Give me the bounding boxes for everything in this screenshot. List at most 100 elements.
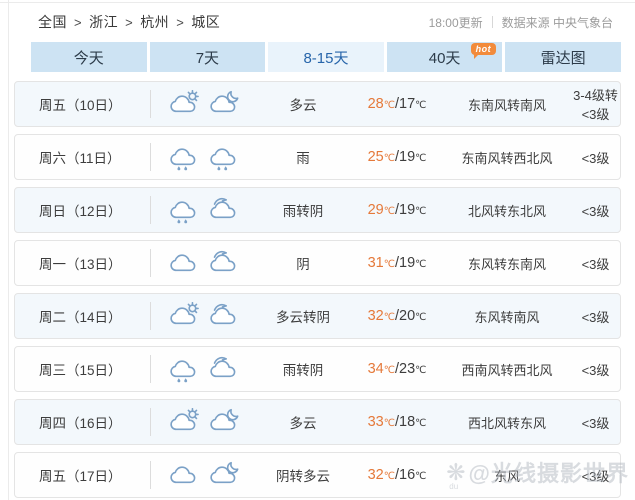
temperature: 31℃/19℃ <box>351 255 443 271</box>
tab-radar[interactable]: 雷达图 <box>505 42 621 72</box>
wind-level: <3级 <box>581 468 610 484</box>
top-bar: 全国 > 浙江 > 杭州 > 城区 18:00更新 数据来源 中央气象台 <box>0 0 635 37</box>
weather-text: 多云 <box>289 98 317 113</box>
weather-text: 雨 <box>296 151 310 166</box>
cloud-moon-icon <box>207 461 240 490</box>
cloud-sun-icon <box>167 89 200 119</box>
forecast-row: 周五（17日） 阴转多云 32℃/16℃ 东风 <3级 <box>14 452 621 498</box>
weather-text: 多云转阴 <box>276 310 330 325</box>
low-temp: 19 <box>399 149 416 165</box>
wind-level: 3-4级转<3级 <box>573 88 618 122</box>
wind-direction: 西南风转西北风 <box>461 362 553 378</box>
temp-unit: ℃ <box>415 471 427 482</box>
weather-text: 雨转阴 <box>282 363 324 378</box>
low-temp: 18 <box>399 414 416 430</box>
weather-icons <box>151 143 255 172</box>
breadcrumb: 全国 > 浙江 > 杭州 > 城区 <box>38 12 220 32</box>
forecast-row: 周五（10日） 多云 28℃/17℃ 东南风转南风 3-4级转<3级 <box>14 81 621 127</box>
day-label: 周五（10日） <box>39 98 122 113</box>
temp-separator: / <box>394 149 400 165</box>
temperature: 32℃/16℃ <box>351 467 443 483</box>
cloud-icon <box>167 461 200 490</box>
day-label: 周六（11日） <box>39 151 121 166</box>
wind-direction: 北风转东北风 <box>467 203 546 219</box>
forecast-row: 周日（12日） 雨转阴 29℃/19℃ 北风转东北风 <3级 <box>14 187 621 233</box>
temp-separator: / <box>394 308 400 324</box>
tab-40day[interactable]: 40天 hot <box>386 42 503 72</box>
row-divider <box>150 408 151 436</box>
forecast-row: 周四（16日） 多云 33℃/18℃ 西北风转东风 <3级 <box>14 399 621 445</box>
weather-icons <box>151 196 255 225</box>
tab-label: 雷达图 <box>540 49 586 67</box>
breadcrumb-item-0[interactable]: 全国 <box>38 14 67 30</box>
temp-unit: ℃ <box>415 153 427 164</box>
cloud-moon-icon <box>207 90 240 119</box>
day-label: 周五（17日） <box>39 469 122 484</box>
temp-unit: ℃ <box>383 418 395 429</box>
meta-divider <box>491 16 493 28</box>
overcast-icon <box>207 196 240 225</box>
temperature: 29℃/19℃ <box>351 202 443 218</box>
high-temp: 25 <box>367 149 384 165</box>
day-label: 周日（12日） <box>39 204 122 219</box>
temp-unit: ℃ <box>415 100 427 111</box>
weather-text: 阴 <box>296 257 310 272</box>
weather-icons <box>151 355 255 384</box>
temp-separator: / <box>394 96 400 112</box>
forecast-table: 周五（10日） 多云 28℃/17℃ 东南风转南风 3-4级转<3级 周六（11日）雨 25… <box>0 81 635 498</box>
forecast-row: 周六（11日）雨 25℃/19℃ 东南风转西北风 <3级 <box>14 134 621 180</box>
temp-unit: ℃ <box>415 312 427 323</box>
low-temp: 17 <box>399 96 416 112</box>
temp-unit: ℃ <box>383 471 395 482</box>
update-time: 18:00更新 <box>428 15 483 30</box>
weather-icons <box>151 89 255 119</box>
forecast-row: 周二（14日） 多云转阴 32℃/20℃ 东风转南风 <3级 <box>14 293 621 339</box>
cloud-sun-icon <box>167 407 200 437</box>
temp-unit: ℃ <box>415 259 427 270</box>
weather-icons <box>151 249 255 278</box>
rain-icon <box>167 196 200 225</box>
temp-unit: ℃ <box>383 100 395 111</box>
rain-icon <box>167 143 200 172</box>
high-temp: 32 <box>367 308 384 324</box>
temperature: 28℃/17℃ <box>351 96 443 112</box>
temperature: 25℃/19℃ <box>351 149 443 165</box>
temp-separator: / <box>394 361 400 377</box>
wind-direction: 东南风转西北风 <box>461 150 553 166</box>
tab-label: 40天 <box>428 49 461 67</box>
tab-7day[interactable]: 7天 <box>149 42 266 72</box>
weather-icons <box>151 407 255 437</box>
temp-unit: ℃ <box>415 206 427 217</box>
row-divider <box>150 249 151 277</box>
temp-unit: ℃ <box>415 365 427 376</box>
row-divider <box>150 143 151 171</box>
low-temp: 16 <box>399 467 416 483</box>
temperature: 33℃/18℃ <box>351 414 443 430</box>
day-label: 周二（14日） <box>39 310 122 325</box>
wind-direction: 东风转东南风 <box>467 256 546 272</box>
breadcrumb-separator: > <box>125 15 134 30</box>
wind-level: <3级 <box>581 362 610 378</box>
breadcrumb-separator: > <box>74 15 83 30</box>
breadcrumb-item-3[interactable]: 城区 <box>191 14 221 30</box>
overcast-icon <box>207 355 240 384</box>
tab-8-15day[interactable]: 8-15天 <box>268 42 384 72</box>
tab-bar: 今天 7天 8-15天 40天 hot 雷达图 <box>31 42 621 72</box>
temp-unit: ℃ <box>415 418 427 429</box>
breadcrumb-separator: > <box>176 15 185 30</box>
row-divider <box>150 196 151 224</box>
temp-unit: ℃ <box>383 206 395 217</box>
low-temp: 19 <box>399 202 416 218</box>
weather-text: 多云 <box>289 416 317 431</box>
breadcrumb-item-1[interactable]: 浙江 <box>89 14 119 30</box>
tab-today[interactable]: 今天 <box>31 42 147 72</box>
wind-level: <3级 <box>581 150 610 166</box>
high-temp: 33 <box>367 414 384 430</box>
forecast-row: 周一（13日）阴 31℃/19℃ 东风转东南风 <3级 <box>14 240 621 286</box>
breadcrumb-item-2[interactable]: 杭州 <box>140 14 170 30</box>
wind-direction: 东风转南风 <box>474 309 540 325</box>
weather-icons <box>151 461 255 490</box>
temp-separator: / <box>394 202 400 218</box>
low-temp: 20 <box>399 308 416 324</box>
header-meta: 18:00更新 数据来源 中央气象台 <box>429 14 613 31</box>
